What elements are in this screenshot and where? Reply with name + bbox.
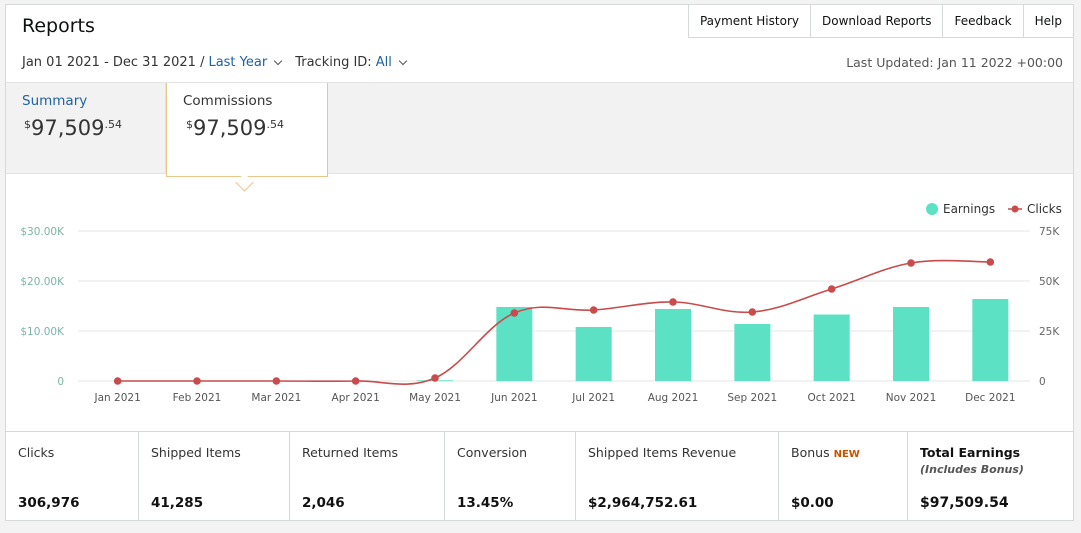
x-axis-tick: Feb 2021 [173, 392, 222, 404]
stat-label: Shipped Items Revenue [588, 445, 737, 460]
stat-label: Shipped Items [151, 445, 241, 460]
x-axis-tick: Nov 2021 [886, 392, 937, 404]
clicks-point [510, 309, 519, 317]
stat-clicks: Clicks 306,976 [6, 432, 139, 521]
x-axis-tick: Mar 2021 [251, 392, 301, 404]
left-axis-tick: 0 [57, 376, 64, 388]
clicks-point [351, 377, 360, 385]
clicks-point [431, 374, 439, 382]
tab-label: Commissions [183, 93, 273, 109]
chevron-down-icon[interactable] [273, 56, 283, 66]
filter-bar: Jan 01 2021 - Dec 31 2021 / Last Year Tr… [22, 55, 410, 70]
earnings-bar [575, 327, 612, 381]
x-axis-tick: Jul 2021 [571, 392, 615, 404]
tab-amount: $97,509.54 [186, 116, 284, 140]
chevron-down-icon[interactable] [398, 56, 408, 66]
tab-label: Summary [22, 93, 88, 109]
stat-value: 13.45% [457, 495, 514, 511]
stat-value: $0.00 [791, 495, 834, 511]
stat-label: Total Earnings [920, 445, 1021, 460]
stat-value: $2,964,752.61 [588, 495, 698, 511]
clicks-point [907, 259, 915, 267]
legend-earnings-label: Earnings [943, 202, 995, 216]
stats-bar: Clicks 306,976 Shipped Items 41,285 Retu… [6, 431, 1073, 521]
tracking-id-dropdown[interactable]: All [375, 55, 392, 70]
right-axis-tick: 50K [1039, 276, 1060, 288]
clicks-line [117, 259, 991, 385]
earnings-bar [813, 314, 850, 381]
help-button[interactable]: Help [1022, 4, 1074, 38]
report-tabs: Summary $97,509.54 Commissions $97,509.5… [6, 82, 1073, 177]
earnings-bar [734, 324, 771, 381]
clicks-point [589, 306, 598, 314]
earnings-bar [972, 299, 1009, 381]
top-nav: Payment History Download Reports Feedbac… [687, 4, 1074, 38]
stat-value: 2,046 [302, 495, 345, 511]
left-axis-tick: $20.00K [20, 276, 65, 288]
stat-shipped-items-revenue: Shipped Items Revenue $2,964,752.61 [576, 432, 779, 521]
payment-history-button[interactable]: Payment History [687, 4, 811, 38]
stat-value: 41,285 [151, 495, 204, 511]
legend-earnings-swatch [926, 203, 938, 215]
legend-clicks-label: Clicks [1027, 202, 1062, 216]
right-axis-tick: 0 [1039, 376, 1046, 388]
tracking-id-label: Tracking ID: [295, 55, 372, 70]
x-axis-tick: Oct 2021 [808, 392, 856, 404]
x-axis-tick: May 2021 [409, 392, 461, 404]
left-axis-tick: $10.00K [20, 326, 65, 338]
x-axis-tick: Dec 2021 [965, 392, 1015, 404]
tab-commissions[interactable]: Commissions $97,509.54 [166, 83, 328, 177]
clicks-point [827, 285, 836, 293]
reports-panel: Reports Payment History Download Reports… [5, 4, 1074, 521]
clicks-point [272, 377, 281, 385]
clicks-point [986, 258, 995, 266]
right-axis-tick: 25K [1039, 326, 1060, 338]
new-badge: NEW [833, 449, 860, 460]
right-axis-tick: 75K [1039, 226, 1060, 238]
download-reports-button[interactable]: Download Reports [809, 4, 944, 38]
x-axis-tick: Apr 2021 [332, 392, 380, 404]
last-updated: Last Updated: Jan 11 2022 +00:00 [846, 55, 1063, 70]
stat-bonus: Bonus NEW $0.00 [779, 432, 908, 521]
clicks-point [669, 298, 677, 306]
stat-label: Bonus NEW [791, 445, 860, 460]
stat-total-earnings: Total Earnings (Includes Bonus) $97,509.… [908, 432, 1073, 521]
tab-amount: $97,509.54 [24, 116, 122, 140]
earnings-bar [496, 307, 533, 381]
x-axis-tick: Jun 2021 [490, 392, 537, 404]
stat-value: 306,976 [18, 495, 80, 511]
stat-label: Returned Items [302, 445, 399, 460]
clicks-point [748, 308, 757, 316]
earnings-bar [655, 309, 691, 381]
stat-conversion: Conversion 13.45% [445, 432, 576, 521]
stat-returned-items: Returned Items 2,046 [290, 432, 445, 521]
stat-value: $97,509.54 [920, 495, 1009, 511]
clicks-point [113, 377, 122, 385]
legend-clicks-swatch [1011, 205, 1019, 213]
stat-label: Conversion [457, 445, 528, 460]
earnings-clicks-chart: Earnings Clicks 0 0 $10.00K 25K $20.00K 50K $30… [20, 202, 1062, 404]
left-axis-tick: $30.00K [20, 226, 65, 238]
stat-label: Clicks [18, 445, 55, 460]
feedback-button[interactable]: Feedback [942, 4, 1024, 38]
page-title: Reports [22, 15, 95, 37]
date-preset-dropdown[interactable]: Last Year [208, 55, 268, 70]
x-axis-tick: Jan 2021 [94, 392, 141, 404]
stat-shipped-items: Shipped Items 41,285 [139, 432, 290, 521]
x-axis-tick: Aug 2021 [648, 392, 699, 404]
tab-summary[interactable]: Summary $97,509.54 [6, 83, 166, 173]
earnings-bar [893, 307, 929, 381]
stat-sublabel: (Includes Bonus) [920, 463, 1024, 476]
clicks-point [193, 377, 201, 385]
date-range-text: Jan 01 2021 - Dec 31 2021 / [22, 55, 205, 70]
x-axis-tick: Sep 2021 [727, 392, 777, 404]
